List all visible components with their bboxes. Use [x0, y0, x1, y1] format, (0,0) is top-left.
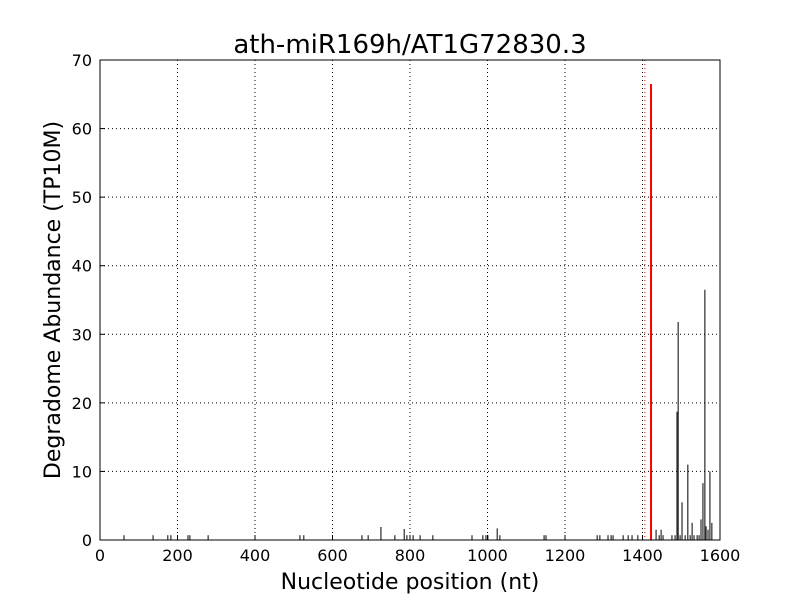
x-tick-label: 600 [317, 546, 348, 565]
y-tick-label: 10 [72, 462, 92, 481]
y-tick-label: 0 [82, 531, 92, 550]
x-tick-label: 1200 [545, 546, 586, 565]
y-tick-label: 60 [72, 120, 92, 139]
y-tick-label: 40 [72, 257, 92, 276]
plot-frame [99, 59, 721, 541]
y-tick-label: 20 [72, 394, 92, 413]
chart-title: ath-miR169h/AT1G72830.3 [233, 30, 586, 60]
x-tick-label: 400 [240, 546, 271, 565]
x-axis-label: Nucleotide position (nt) [281, 570, 540, 595]
x-tick-label: 1400 [622, 546, 663, 565]
y-tick-label: 70 [72, 51, 92, 70]
y-tick-label: 50 [72, 188, 92, 207]
x-tick-label: 0 [95, 546, 105, 565]
x-tick-label: 1000 [467, 546, 508, 565]
x-tick-label: 200 [162, 546, 193, 565]
y-tick-label: 30 [72, 325, 92, 344]
y-axis-label: Degradome Abundance (TP10M) [41, 121, 66, 479]
x-tick-label: 1600 [700, 546, 741, 565]
x-tick-label: 800 [395, 546, 426, 565]
